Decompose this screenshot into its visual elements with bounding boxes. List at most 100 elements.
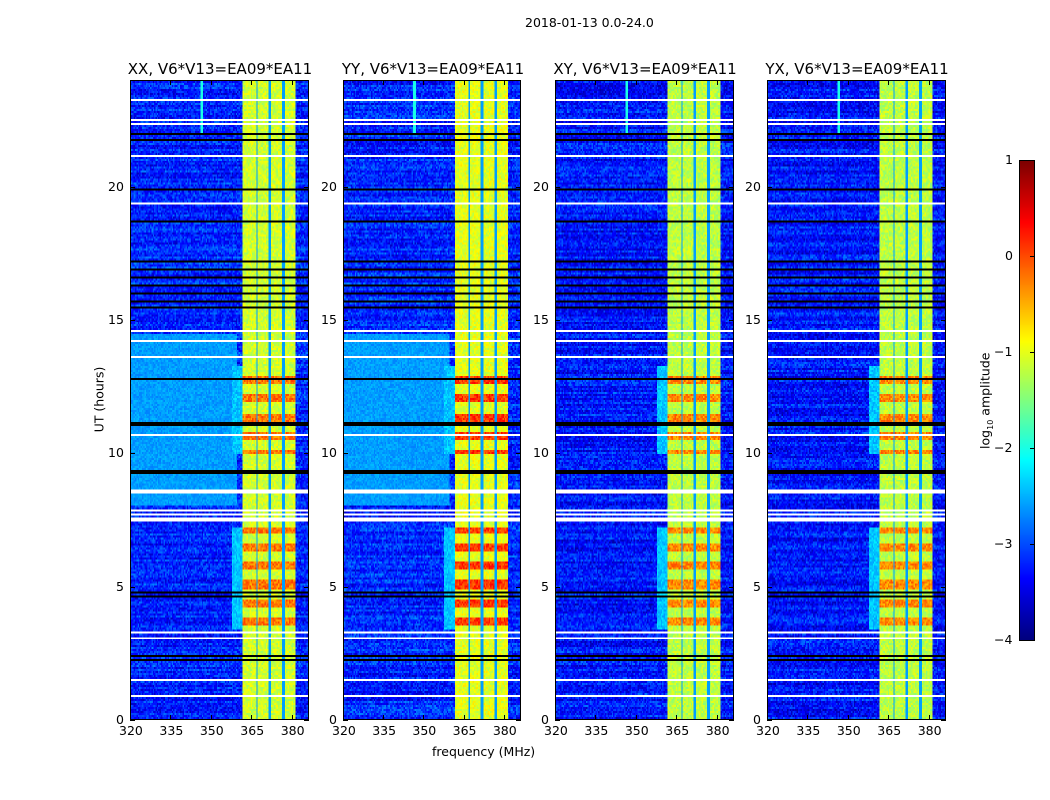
- colorbar-tick-label: 0: [1005, 248, 1013, 263]
- x-tick-label: 380: [705, 723, 730, 738]
- x-tick: [210, 715, 212, 720]
- x-tick: [676, 80, 678, 85]
- colorbar-tick: [1030, 544, 1035, 545]
- heatmap-image: [344, 81, 520, 719]
- x-tick-label: 365: [240, 723, 265, 738]
- y-tick: [767, 720, 772, 721]
- y-tick-label: 5: [329, 578, 337, 594]
- panel-title-xx: XX, V6*V13=EA09*EA11: [127, 60, 313, 78]
- x-tick-label: 320: [544, 723, 568, 738]
- y-tick: [555, 720, 560, 721]
- heatmap-image: [131, 81, 308, 719]
- x-tick-label: 380: [280, 723, 305, 738]
- colorbar-tick-label: −2: [994, 440, 1013, 455]
- x-tick: [928, 715, 930, 720]
- x-tick: [767, 715, 768, 720]
- y-tick: [941, 186, 946, 188]
- x-tick-label: 350: [412, 723, 437, 738]
- x-tick: [463, 80, 465, 85]
- x-tick: [383, 715, 385, 720]
- y-tick: [343, 586, 348, 588]
- x-tick-label: 350: [624, 723, 649, 738]
- y-tick: [304, 186, 309, 188]
- y-tick-label: 5: [541, 578, 549, 594]
- colorbar-label: log10 amplitude: [977, 352, 995, 449]
- y-tick: [729, 453, 734, 455]
- x-tick: [928, 80, 930, 85]
- y-tick-label: 20: [321, 178, 337, 194]
- colorbar-tick: [1030, 448, 1035, 449]
- x-tick: [251, 80, 253, 85]
- x-tick-label: 335: [372, 723, 397, 738]
- y-tick: [729, 586, 734, 588]
- y-tick: [516, 453, 521, 455]
- x-tick: [595, 80, 597, 85]
- y-tick-label: 5: [753, 578, 761, 594]
- y-tick-label: 0: [753, 712, 761, 727]
- y-tick: [304, 320, 309, 321]
- y-tick: [941, 320, 946, 321]
- x-tick-label: 380: [917, 723, 942, 738]
- y-tick-label: 20: [745, 178, 761, 194]
- x-tick: [251, 715, 253, 720]
- y-tick: [343, 720, 348, 721]
- x-tick: [807, 715, 809, 720]
- y-tick: [941, 720, 946, 721]
- x-tick: [847, 715, 849, 720]
- x-tick: [635, 715, 637, 720]
- y-tick: [516, 320, 521, 321]
- x-tick: [170, 715, 172, 720]
- x-tick: [130, 80, 131, 85]
- y-tick: [343, 453, 348, 455]
- x-tick: [767, 80, 768, 85]
- x-tick-label: 365: [877, 723, 902, 738]
- colorbar-label-text: amplitude: [977, 352, 993, 416]
- y-tick-label: 10: [321, 445, 337, 461]
- x-tick: [888, 80, 890, 85]
- y-tick: [130, 186, 135, 188]
- y-tick-label: 5: [116, 578, 124, 594]
- colorbar-tick: [1030, 160, 1035, 161]
- y-tick-label: 20: [108, 178, 124, 194]
- colorbar-gradient: [1020, 161, 1034, 640]
- heatmap-panel-xy: [555, 80, 734, 720]
- colorbar-tick: [1030, 256, 1035, 257]
- y-tick-label: 10: [533, 445, 549, 461]
- y-tick-label: 10: [745, 445, 761, 461]
- y-axis-label: UT (hours): [91, 366, 107, 433]
- x-tick: [291, 80, 293, 85]
- y-tick: [555, 586, 560, 588]
- x-tick: [716, 80, 718, 85]
- x-tick: [555, 80, 556, 85]
- y-tick: [767, 320, 772, 321]
- y-tick: [729, 186, 734, 188]
- y-tick-label: 10: [108, 445, 124, 461]
- y-tick: [304, 453, 309, 455]
- x-axis-label: frequency (MHz): [432, 744, 536, 759]
- x-tick: [291, 715, 293, 720]
- y-tick-label: 20: [533, 178, 549, 194]
- heatmap-panel-xx: [130, 80, 309, 720]
- y-tick: [343, 186, 348, 188]
- y-tick: [555, 186, 560, 188]
- y-tick: [729, 720, 734, 721]
- heatmap-image: [768, 81, 945, 719]
- y-tick: [729, 320, 734, 321]
- y-tick-label: 0: [116, 712, 124, 727]
- x-tick: [716, 715, 718, 720]
- y-tick: [767, 453, 772, 455]
- x-tick: [807, 80, 809, 85]
- x-tick: [676, 715, 678, 720]
- y-tick: [767, 586, 772, 588]
- y-tick-label: 15: [745, 312, 761, 327]
- x-tick: [635, 80, 637, 85]
- x-tick: [847, 80, 849, 85]
- y-tick: [130, 320, 135, 321]
- x-tick: [210, 80, 212, 85]
- y-tick: [941, 453, 946, 455]
- y-tick: [516, 586, 521, 588]
- y-tick: [555, 320, 560, 321]
- x-tick-label: 335: [796, 723, 821, 738]
- heatmap-image: [556, 81, 733, 719]
- colorbar-tick: [1030, 352, 1035, 353]
